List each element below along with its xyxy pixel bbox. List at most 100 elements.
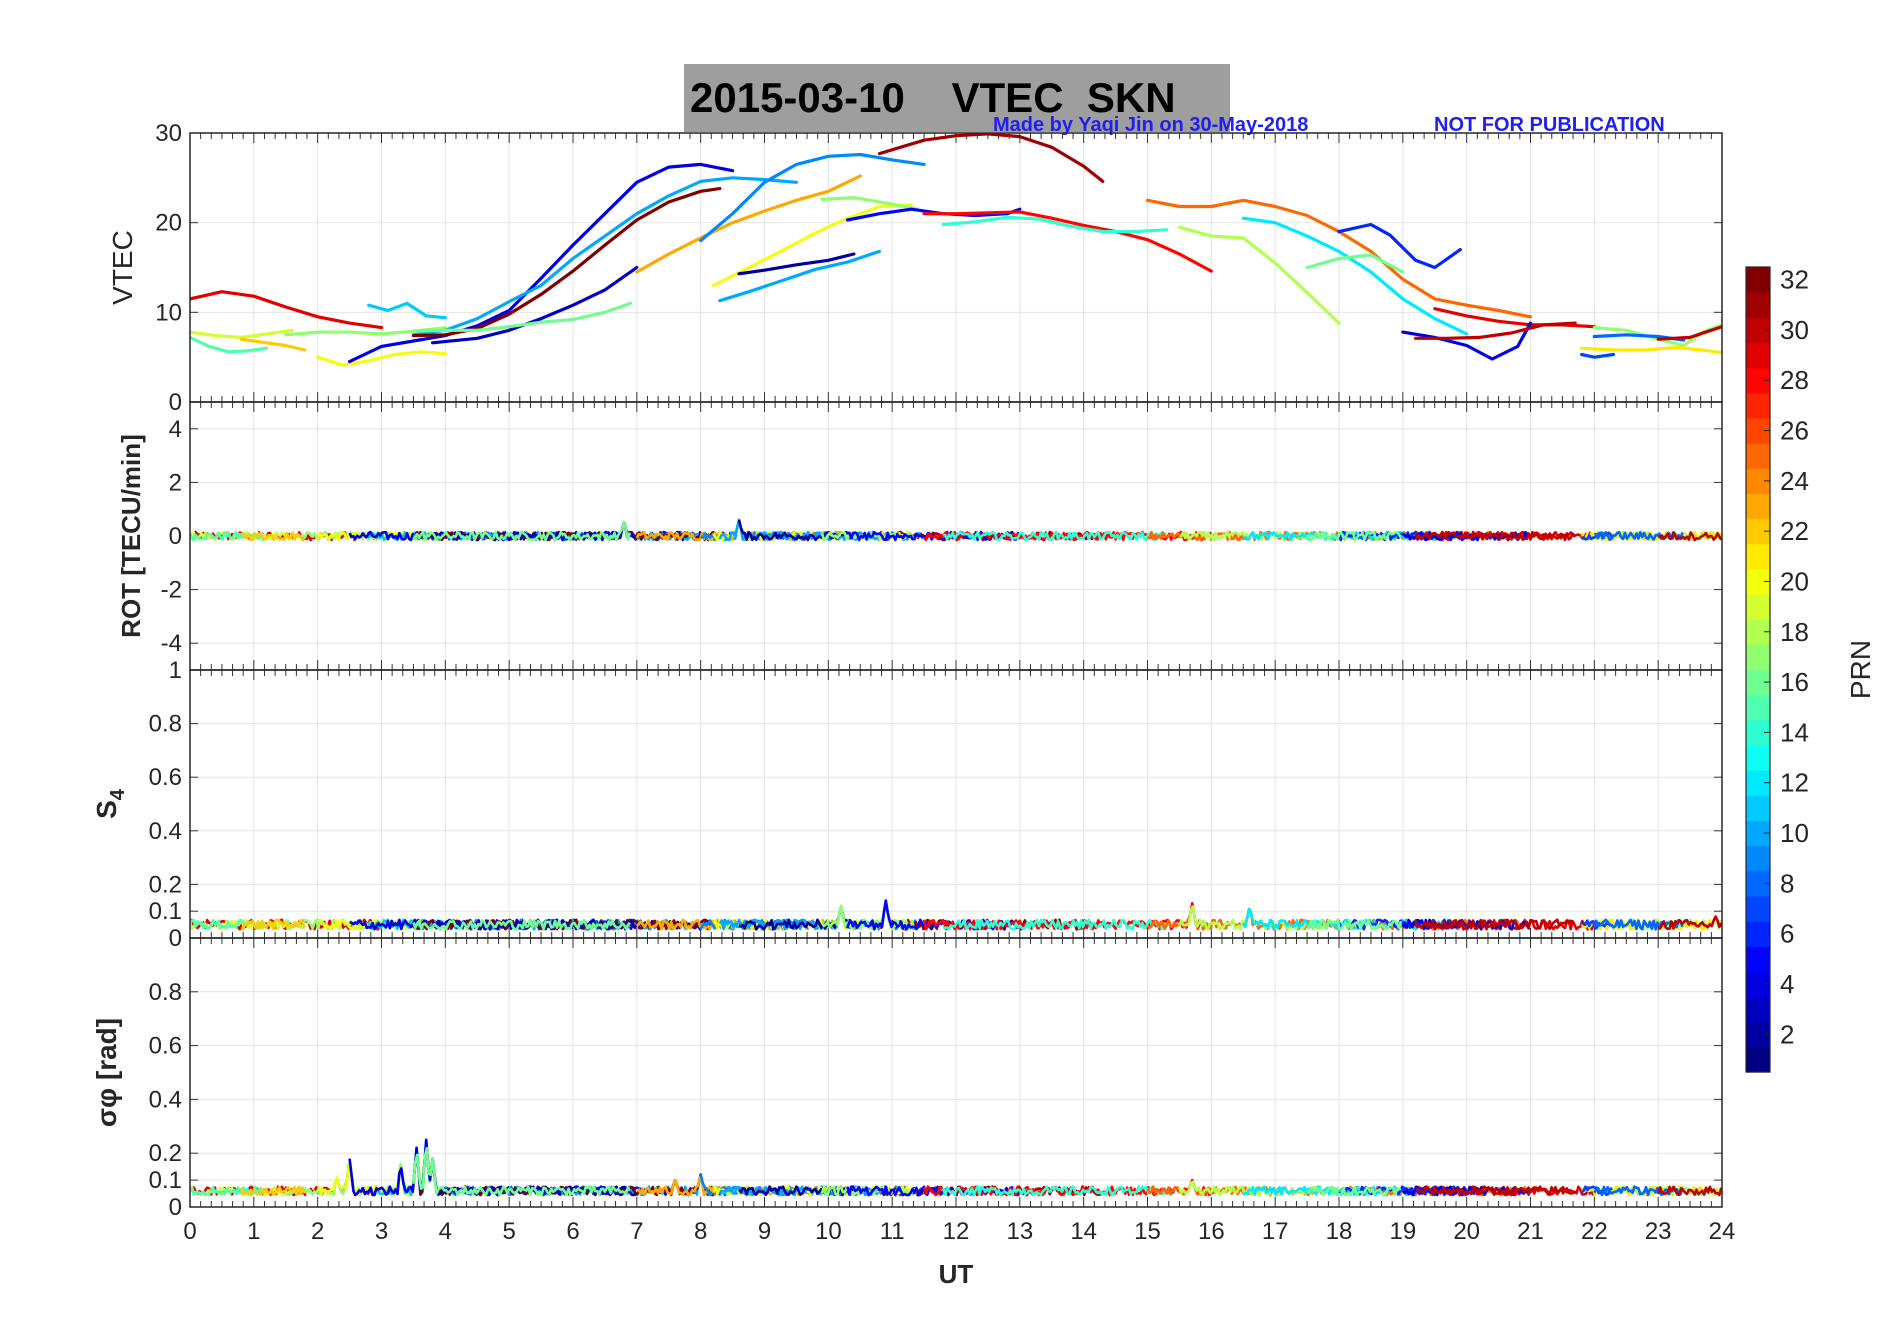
vtec-series-prn-6 xyxy=(1337,222,1462,270)
vtec-series-prn-19 xyxy=(190,328,294,339)
x-tick-label: 5 xyxy=(502,1218,515,1245)
rot-series-prn-2 xyxy=(737,519,856,542)
colorbar-label: PRN xyxy=(1845,640,1876,699)
colorbar-swatch xyxy=(1746,392,1770,419)
rot-series-prn-15 xyxy=(190,530,266,542)
colorbar-swatch xyxy=(1746,895,1770,922)
sigma_phi-lines xyxy=(190,1138,1722,1197)
vtec-series-prn-31 xyxy=(877,133,1105,183)
colorbar-swatch xyxy=(1746,845,1770,872)
s4-series-prn-16 xyxy=(1306,918,1403,931)
y-tick-label: 0.2 xyxy=(149,871,182,898)
colorbar-tick-label: 22 xyxy=(1780,516,1809,546)
colorbar-tick-label: 12 xyxy=(1780,768,1809,798)
colorbar-swatch xyxy=(1746,292,1770,318)
x-tick-label: 17 xyxy=(1262,1218,1289,1245)
panel-sigma_phi: 00.10.20.40.60.8σφ [rad]0 1 2 3 4 5 6 7 8 9 10 11 12… xyxy=(91,938,1735,1289)
vtec-series-prn-12 xyxy=(1241,216,1469,336)
y-tick-label: 0.1 xyxy=(149,1167,182,1194)
vtec-series-prn-28 xyxy=(922,210,1213,273)
x-tick-label: 2 xyxy=(311,1218,324,1245)
colorbar-swatch xyxy=(1746,594,1770,620)
rot-lines xyxy=(190,518,1722,542)
colorbar-tick-label: 10 xyxy=(1780,818,1809,848)
x-tick-label: 20 xyxy=(1453,1218,1480,1245)
colorbar-tick-label: 20 xyxy=(1780,566,1809,596)
vtec-series-prn-11 xyxy=(367,301,447,320)
vtec-series-prn-16 xyxy=(1305,253,1405,274)
x-tick-label: 0 xyxy=(183,1218,196,1245)
y-axis-label: VTEC xyxy=(107,230,138,305)
vtec-series-prn-4 xyxy=(348,162,735,364)
chart-title: 2015-03-10 VTEC SKN xyxy=(690,74,1176,121)
colorbar-swatch xyxy=(1746,443,1770,469)
colorbar-swatch xyxy=(1746,644,1770,671)
y-tick-label: 1 xyxy=(169,657,182,684)
s4-series-prn-8 xyxy=(1593,918,1684,931)
vtec-series-prn-17 xyxy=(820,196,920,211)
rot-series-prn-14 xyxy=(942,530,1167,542)
y-tick-label: 0 xyxy=(169,1194,182,1221)
colorbar-tick-label: 18 xyxy=(1780,617,1809,647)
y-tick-label: 0 xyxy=(169,925,182,952)
x-tick-label: 12 xyxy=(943,1218,970,1245)
y-tick-label: 0 xyxy=(169,389,182,416)
title-background xyxy=(684,64,1230,132)
vtec-lines xyxy=(190,133,1722,367)
x-tick-label: 15 xyxy=(1134,1218,1161,1245)
colorbar-border xyxy=(1745,266,1771,1073)
s4-series-prn-14 xyxy=(943,918,1167,931)
x-tick-label: 4 xyxy=(439,1218,452,1245)
rot-series-prn-30 xyxy=(1657,531,1722,542)
rot-series-prn-16 xyxy=(1305,530,1402,542)
sigma_phi-series-prn-22 xyxy=(239,1185,306,1197)
x-tick-label: 22 xyxy=(1581,1218,1608,1245)
y-tick-label: 0.6 xyxy=(149,764,182,791)
vtec-series-prn-23 xyxy=(635,174,862,274)
y-axis-label-subscript: 4 xyxy=(107,788,129,800)
sigma_phi-series-prn-16 xyxy=(412,1147,631,1197)
rot-series-prn-16 xyxy=(412,521,632,542)
y-tick-label: -4 xyxy=(161,630,182,657)
colorbar-tick-label: 26 xyxy=(1780,416,1809,446)
x-tick-label: 24 xyxy=(1709,1218,1736,1245)
y-tick-label: 0.4 xyxy=(149,818,182,845)
x-tick-label: 23 xyxy=(1645,1218,1672,1245)
vtec-series-prn-20 xyxy=(316,350,447,367)
sigma_phi-series-prn-14 xyxy=(941,1185,1167,1197)
colorbar-swatch xyxy=(1746,795,1770,822)
vtec-series-prn-30 xyxy=(1656,325,1722,341)
colorbar-swatch xyxy=(1746,744,1770,771)
y-tick-label: 20 xyxy=(155,210,182,237)
y-tick-label: 0.8 xyxy=(149,979,182,1006)
y-axis-label: ROT [TECU/min] xyxy=(116,434,146,638)
vtec-series-prn-10 xyxy=(718,249,882,303)
x-tick-label: 19 xyxy=(1389,1218,1416,1245)
y-axis-label: σφ [rad] xyxy=(91,1018,122,1127)
s4-series-prn-28 xyxy=(922,901,1212,931)
colorbar-swatch xyxy=(1746,1046,1770,1073)
x-tick-label: 9 xyxy=(758,1218,771,1245)
x-tick-label: 18 xyxy=(1326,1218,1353,1245)
colorbar-swatch xyxy=(1746,946,1770,972)
colorbar-tick-label: 4 xyxy=(1780,969,1794,999)
vtec-series-prn-14 xyxy=(941,215,1169,234)
x-tick-label: 3 xyxy=(375,1218,388,1245)
colorbar-swatch xyxy=(1746,543,1770,570)
vtec-series-prn-29 xyxy=(1433,307,1596,329)
panel-s4: 00.10.2 0.4 0.6 0.8 1 S4 xyxy=(91,657,1723,952)
y-tick-label: 0.6 xyxy=(149,1033,182,1060)
s4-series-prn-2 xyxy=(738,907,856,931)
panel-border-sigma_phi xyxy=(189,937,1723,1208)
sigma_phi-series-prn-30 xyxy=(1414,1185,1576,1197)
vtec-series-prn-10 xyxy=(411,176,799,337)
y-tick-label: 4 xyxy=(169,416,182,443)
rot-series-prn-22 xyxy=(241,531,305,542)
vtec-series-prn-30 xyxy=(1413,321,1577,340)
colorbar-tick-label: 24 xyxy=(1780,466,1809,496)
colorbar-swatch xyxy=(1746,996,1770,1023)
s4-series-prn-22 xyxy=(241,918,306,931)
colorbar-tick-label: 8 xyxy=(1780,868,1794,898)
colorbar-tick-label: 28 xyxy=(1780,365,1809,395)
